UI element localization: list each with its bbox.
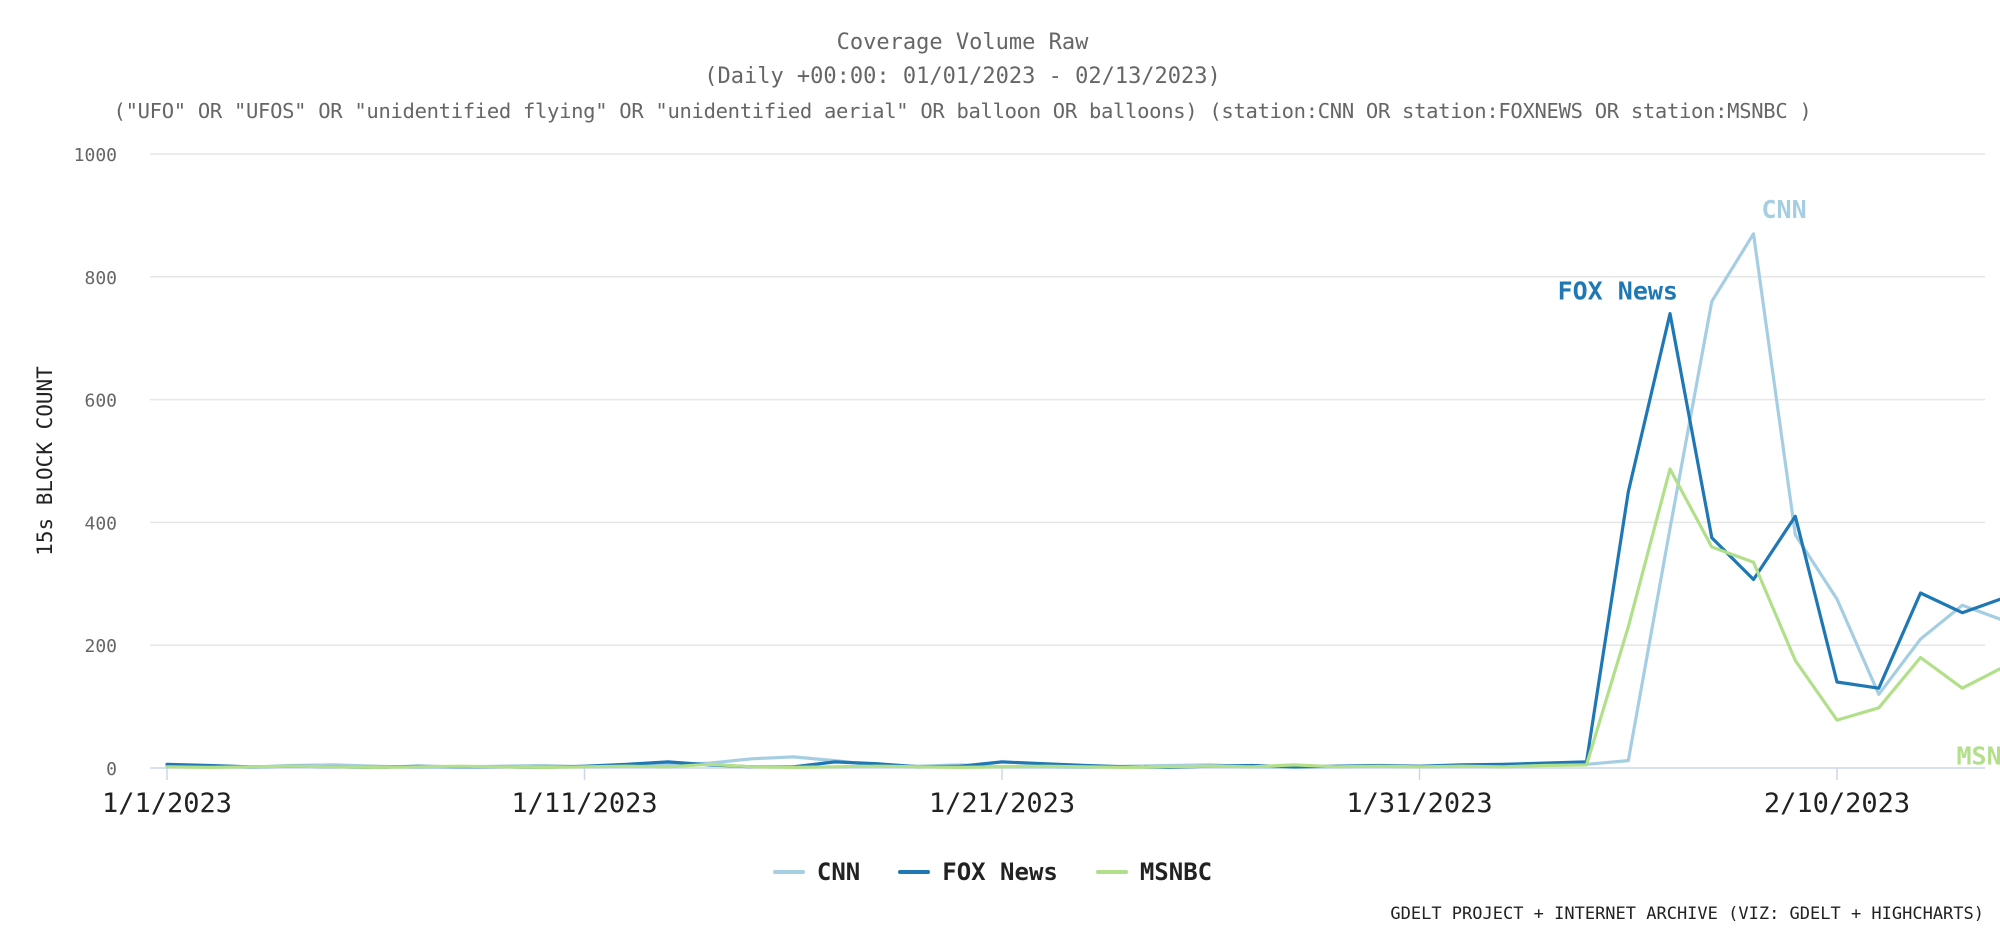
legend-label-msnbc: MSNBC <box>1139 858 1213 886</box>
chart-query: ("UFO" OR "UFOS" OR "unidentified flying… <box>113 99 1812 123</box>
annotation-msnbc: MSNBC <box>1956 741 2000 770</box>
legend-label-fox-news: FOX News <box>942 858 1058 886</box>
chart-legend: CNN FOX News MSNBC <box>0 858 1985 886</box>
legend-swatch-fox-news <box>898 870 931 874</box>
chart-subtitle: (Daily +00:00: 01/01/2023 - 02/13/2023) <box>704 64 1221 89</box>
series-line-cnn <box>165 232 2000 770</box>
y-tick-label-200: 200 <box>84 636 117 657</box>
series-line-fox-news <box>165 312 2000 770</box>
legend-item-fox-news[interactable]: FOX News <box>898 858 1058 886</box>
y-tick-label-800: 800 <box>84 268 117 289</box>
legend-item-cnn[interactable]: CNN <box>772 858 861 886</box>
legend-item-msnbc[interactable]: MSNBC <box>1095 858 1213 886</box>
y-axis-title: 15s BLOCK COUNT <box>33 366 57 556</box>
chart-title: Coverage Volume Raw <box>836 30 1089 55</box>
y-tick-label-1000: 1000 <box>74 145 117 166</box>
y-tick-label-0: 0 <box>106 759 117 780</box>
y-tick-label-400: 400 <box>84 513 117 534</box>
annotation-cnn: CNN <box>1762 195 1807 224</box>
chart-titles: Coverage Volume Raw (Daily +00:00: 01/01… <box>0 26 1925 128</box>
annotation-fox-news: FOX News <box>1558 277 1678 306</box>
x-tick-label-1-11-2023: 1/11/2023 <box>511 788 657 819</box>
x-tick-label-1-31-2023: 1/31/2023 <box>1346 788 1492 819</box>
y-tick-label-600: 600 <box>84 391 117 412</box>
x-tick-label-1-1-2023: 1/1/2023 <box>102 788 232 819</box>
x-tick-label-1-21-2023: 1/21/2023 <box>929 788 1075 819</box>
series-line-msnbc <box>165 467 2000 770</box>
legend-swatch-cnn <box>772 870 805 874</box>
x-tick-label-2-10-2023: 2/10/2023 <box>1764 788 1910 819</box>
legend-swatch-msnbc <box>1095 870 1128 874</box>
chart-credits[interactable]: GDELT PROJECT + INTERNET ARCHIVE (VIZ: G… <box>1390 904 1984 924</box>
legend-label-cnn: CNN <box>816 858 861 886</box>
